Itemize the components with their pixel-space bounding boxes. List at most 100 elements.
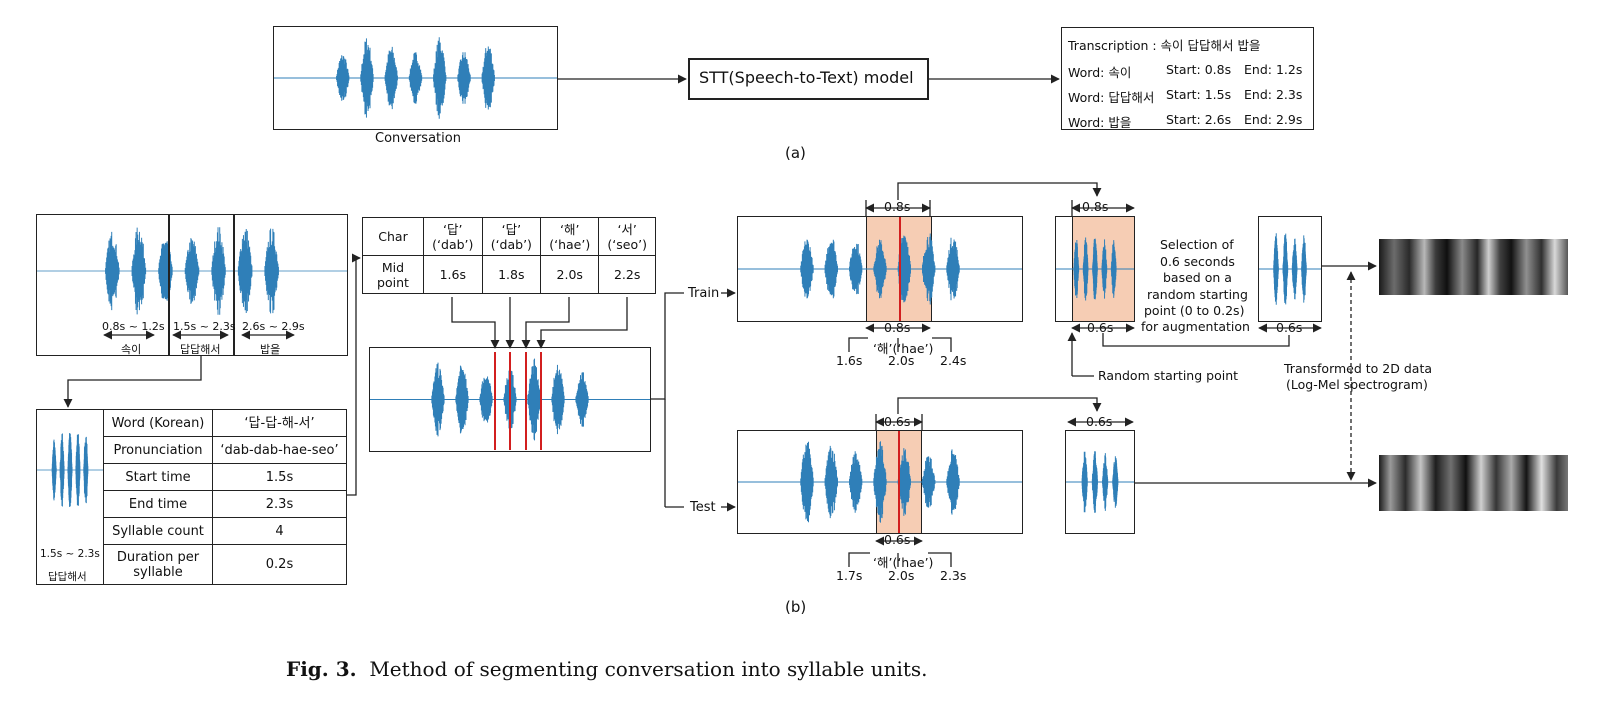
selection-note-4: random starting [1147,287,1248,302]
char-korean: ‘답’ [501,221,522,237]
char-korean: ‘서’ [617,221,637,237]
word-clip-waveform [37,433,103,507]
char-korean: ‘답’ [443,221,463,237]
midpoint-cell: 2.2s [598,255,656,294]
info-key: Pronunciation [103,436,213,464]
transform-note-1: Transformed to 2D data [1284,361,1433,376]
random-start-label: Random starting point [1098,368,1239,383]
info-value: 2.3s [212,490,347,518]
waveform-burst [1092,238,1098,300]
waveform-burst [849,451,863,513]
segment-2-range: 1.5s ~ 2.3s [173,320,236,333]
word-2-end: End: 2.3s [1244,87,1303,102]
char-roman: (‘seo’) [607,236,647,252]
test-spectrogram [1379,455,1568,511]
waveform-burst [1081,451,1088,513]
info-key: Duration per syllable [103,544,213,585]
train-waveform-box [737,216,1023,322]
midpoint-cell: 1.6s [423,255,483,294]
waveform-burst [575,372,589,427]
word-2-start: Start: 1.5s [1166,87,1232,102]
waveform-burst [211,227,226,315]
word-clip-word: 답답해서 [48,571,87,583]
waveform-burst [105,231,120,311]
segment-3-range: 2.6s ~ 2.9s [242,320,305,333]
waveform-burst [1282,233,1289,305]
selection-note-3: based on a [1163,270,1232,285]
waveform-burst [360,38,374,118]
waveform-burst [873,239,887,299]
word-1: Word: 속이 [1068,65,1132,80]
word-clip-range: 1.5s ~ 2.3s [40,548,100,560]
waveform-burst [184,238,200,304]
char-cell: ‘해’ (‘hae’) [540,217,600,256]
train-center-marker [899,217,901,321]
waveform-burst [551,364,565,435]
char-roman: (‘dab’) [432,236,474,252]
segment-1-range: 0.8s ~ 1.2s [102,320,165,333]
segment-divider-1 [168,214,170,356]
word-3: Word: 밥을 [1068,115,1132,130]
figure-caption: Fig. 3. Method of segmenting conversatio… [286,657,928,681]
waveform-burst [433,37,447,119]
stt-model-label: STT(Speech-to-Text) model [699,68,914,87]
test-t-mid: 2.0s [888,568,915,583]
info-value: 0.2s [212,544,347,585]
info-value: 4 [212,517,347,545]
train-spectrogram [1379,239,1568,295]
segmented-waveform [37,227,347,315]
waveform-burst [946,449,960,515]
transcription-text: Transcription : 속이 답답해서 밥을 [1068,38,1261,53]
selection-note-5: point (0 to 0.2s) [1144,303,1245,318]
waveform-burst [1101,239,1108,299]
test-syllable: ‘해’(‘hae’) [873,555,934,570]
midpoint-cell: 1.8s [481,255,542,294]
test-waveform [738,441,1022,523]
info-key: End time [103,490,213,518]
selection-note-6: for augmentation [1141,319,1250,334]
waveform-burst [264,228,279,314]
waveform-burst [51,439,57,501]
midpoint-waveform [370,358,650,441]
char-cell: ‘답’ (‘dab’) [423,217,483,256]
waveform-burst [131,227,147,315]
word-clip-box [36,409,104,585]
train-t-end: 2.4s [940,353,967,368]
waveform-burst [824,445,838,519]
waveform-burst [481,46,495,110]
waveform-burst [849,243,863,295]
word-1-start: Start: 0.8s [1166,62,1232,77]
stt-output-box [1061,27,1314,130]
midpoint-header: Mid point [362,255,424,294]
waveform-burst [873,441,887,523]
segment-divider-2 [233,214,235,356]
char-midpoint-table: Char ‘답’ (‘dab’) ‘답’ (‘dab’) ‘해’ (‘hae’) ‘서… [362,217,656,294]
waveform-burst [922,233,936,305]
waveform-burst [67,433,73,507]
waveform-burst [1082,237,1089,301]
waveform-burst [800,239,814,299]
waveform-burst [527,358,541,441]
waveform-burst [408,52,423,104]
train-t-start: 1.6s [836,353,863,368]
waveform-burst [1091,451,1098,513]
char-roman: (‘dab’) [490,236,532,252]
caption-prefix: Fig. 3. [286,657,357,681]
waveform-burst [237,228,253,314]
waveform-burst [824,239,838,299]
waveform-burst [1112,456,1119,508]
test-center-marker [898,431,900,533]
conversation-waveform [274,37,557,119]
test-t-end: 2.3s [940,568,967,583]
train-label: Train [688,286,720,301]
test-crop-waveform [1066,451,1134,513]
train-crop-waveform [1056,237,1134,301]
train-waveform [738,233,1022,305]
waveform-burst [455,365,469,434]
part-b-label: (b) [785,598,807,616]
info-key: Start time [103,463,213,491]
char-roman: (‘hae’) [549,236,591,252]
train-t-mid: 2.0s [888,353,915,368]
conversation-waveform-box [273,26,558,130]
